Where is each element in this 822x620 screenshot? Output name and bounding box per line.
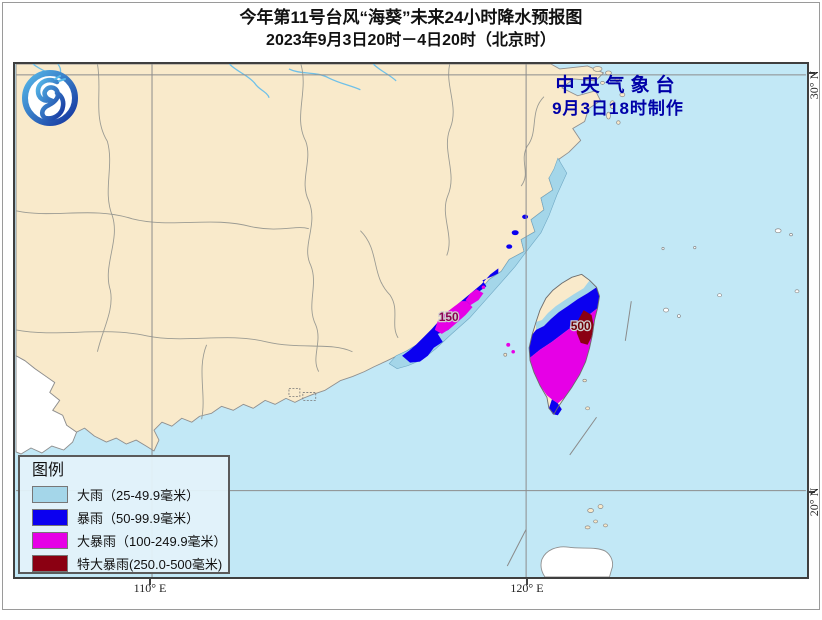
lon-label-120e: 120° E — [510, 581, 544, 595]
taiwan-south-tip-rainstorm — [548, 399, 562, 416]
legend-rows: 大雨（25-49.9毫米） 暴雨（50-99.9毫米） 大暴雨（100-249.9毫… — [32, 485, 227, 573]
title-line1: 今年第11号台风“海葵”未来24小时降水预报图 — [239, 8, 583, 27]
legend-swatch — [32, 532, 68, 549]
luzon-land — [540, 546, 614, 577]
taiwan-extreme-downpour — [576, 310, 594, 345]
agency-name: 中央气象台 — [555, 75, 681, 96]
lon-label-110e: 110° E — [133, 581, 167, 595]
legend-label: 暴雨（50-99.9毫米） — [77, 511, 200, 526]
far-islands — [661, 228, 800, 318]
legend-label: 特大暴雨(250.0-500毫米) — [77, 557, 223, 572]
legend-label: 大暴雨（100-249.9毫米） — [77, 534, 227, 549]
map-legend: 图例 大雨（25-49.9毫米） 暴雨（50-99.9毫米） 大暴雨（100-249… — [18, 455, 230, 574]
legend-item: 大雨（25-49.9毫米） — [32, 485, 220, 504]
mainland-china — [15, 64, 604, 452]
lat-label-20n: 20° N — [807, 487, 821, 517]
tick-110e — [149, 578, 151, 585]
tick-120e — [526, 578, 528, 585]
map-frame: 150 500 中央气象台 9月3日18时制作 — [13, 62, 809, 579]
lat-label-30n: 30° N — [807, 70, 821, 100]
contour-label-500: 500 — [571, 319, 591, 333]
legend-swatch — [32, 555, 68, 572]
contour-label-150: 150 — [439, 310, 459, 324]
taiwan-heavy-rain — [536, 280, 597, 330]
title-line2: 2023年9月3日20时－4日20时（北京时） — [266, 32, 556, 49]
taiwan-outline — [528, 273, 600, 416]
maritime-boundary-segments — [506, 301, 632, 567]
legend-title: 图例 — [32, 462, 65, 479]
tick-30n — [808, 72, 815, 74]
issuing-agency-credit: 中央气象台 9月3日18时制作 — [453, 74, 783, 120]
legend-label: 大雨（25-49.9毫米） — [77, 488, 200, 503]
taiwan-island — [528, 273, 600, 416]
legend-swatch — [32, 486, 68, 503]
province-boundaries — [15, 64, 545, 420]
tick-20n — [808, 491, 815, 493]
cma-logo-icon — [21, 69, 79, 127]
page-title: 今年第11号台风“海葵”未来24小时降水预报图 2023年9月3日20时－4日2… — [0, 6, 822, 52]
coastal-islands — [503, 66, 626, 530]
legend-swatch — [32, 509, 68, 526]
legend-item: 暴雨（50-99.9毫米） — [32, 508, 220, 527]
legend-item: 特大暴雨(250.0-500毫米) — [32, 554, 223, 573]
sar-dashed-boundaries — [288, 388, 317, 401]
taiwan-rainstorm — [529, 287, 600, 358]
legend-item: 大暴雨（100-249.9毫米） — [32, 531, 227, 550]
rain-band-downpour — [434, 285, 515, 354]
issue-time: 9月3日18时制作 — [552, 99, 684, 118]
